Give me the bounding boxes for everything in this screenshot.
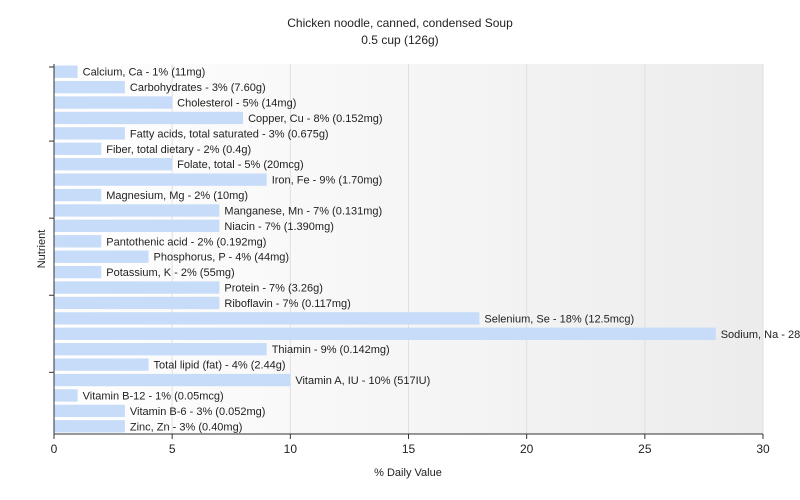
bar-labels: Calcium, Ca - 1% (11mg) Carbohydrates - 3… bbox=[83, 67, 800, 434]
bar bbox=[54, 188, 102, 202]
bar bbox=[54, 127, 125, 140]
x-tick-label: 15 bbox=[402, 442, 416, 456]
bar-label: Zinc, Zn - 3% (0.40mg) bbox=[130, 421, 242, 433]
bar-label: Protein - 7% (3.26g) bbox=[224, 283, 322, 295]
bar-label: Fatty acids, total saturated - 3% (0.675… bbox=[130, 128, 329, 140]
bar bbox=[54, 404, 125, 418]
bar bbox=[54, 296, 220, 310]
bar-label: Iron, Fe - 9% (1.70mg) bbox=[272, 175, 383, 187]
x-tick-label: 5 bbox=[169, 442, 176, 456]
bar-label: Vitamin B-12 - 1% (0.05mcg) bbox=[83, 390, 224, 402]
bar bbox=[54, 373, 291, 387]
x-axis-label: % Daily Value bbox=[374, 467, 442, 479]
bar bbox=[54, 219, 220, 233]
x-tick-label: 10 bbox=[284, 442, 298, 456]
bar bbox=[54, 358, 149, 371]
bar bbox=[54, 158, 173, 171]
bar-label: Manganese, Mn - 7% (0.131mg) bbox=[224, 205, 382, 217]
bar-label: Pantothenic acid - 2% (0.192mg) bbox=[106, 236, 266, 248]
bar-label: Vitamin A, IU - 10% (517IU) bbox=[295, 375, 430, 387]
bar-label: Magnesium, Mg - 2% (10mg) bbox=[106, 190, 248, 202]
bar-label: Niacin - 7% (1.390mg) bbox=[224, 221, 333, 233]
bar-label: Folate, total - 5% (20mcg) bbox=[177, 159, 304, 171]
y-axis-label: Nutrient bbox=[36, 230, 48, 269]
bar-label: Potassium, K - 2% (55mg) bbox=[106, 267, 234, 279]
bar-label: Vitamin B-6 - 3% (0.052mg) bbox=[130, 406, 266, 418]
chart-title: Chicken noodle, canned, condensed Soup bbox=[287, 16, 513, 30]
bars bbox=[54, 65, 716, 433]
bar-label: Total lipid (fat) - 4% (2.44g) bbox=[154, 360, 286, 372]
bar-label: Riboflavin - 7% (0.117mg) bbox=[224, 298, 350, 310]
bar bbox=[54, 235, 102, 248]
bar bbox=[54, 80, 125, 94]
bar-label: Selenium, Se - 18% (12.5mcg) bbox=[484, 313, 634, 325]
bar bbox=[54, 265, 102, 279]
chart-subtitle: 0.5 cup (126g) bbox=[361, 33, 438, 47]
bar bbox=[54, 420, 125, 433]
bar bbox=[54, 142, 102, 155]
x-tick-label: 20 bbox=[520, 442, 534, 456]
bar bbox=[54, 111, 244, 125]
bar-label: Phosphorus, P - 4% (44mg) bbox=[154, 252, 290, 264]
bar-label: Calcium, Ca - 1% (11mg) bbox=[83, 67, 206, 79]
bar bbox=[54, 96, 173, 109]
bar bbox=[54, 250, 149, 263]
bar bbox=[54, 389, 78, 402]
bar bbox=[54, 343, 267, 356]
y-axis-ticks bbox=[49, 66, 54, 373]
bar-label: Copper, Cu - 8% (0.152mg) bbox=[248, 113, 383, 125]
bar bbox=[54, 204, 220, 217]
bar bbox=[54, 173, 267, 186]
bar bbox=[54, 312, 480, 325]
x-tick-label: 30 bbox=[756, 442, 770, 456]
bar bbox=[54, 281, 220, 294]
bar bbox=[54, 327, 716, 340]
gridlines bbox=[171, 64, 764, 434]
bar-label: Sodium, Na - 28% (678mg) bbox=[721, 329, 800, 341]
bar-label: Cholesterol - 5% (14mg) bbox=[177, 98, 296, 110]
bar-label: Carbohydrates - 3% (7.60g) bbox=[130, 82, 266, 94]
bar-label: Thiamin - 9% (0.142mg) bbox=[272, 344, 390, 356]
x-axis-ticks: 0 5 10 15 20 25 30 bbox=[51, 434, 770, 456]
bar bbox=[54, 65, 78, 78]
x-tick-label: 25 bbox=[638, 442, 652, 456]
bar-label: Fiber, total dietary - 2% (0.4g) bbox=[106, 144, 251, 156]
x-tick-label: 0 bbox=[51, 442, 58, 456]
